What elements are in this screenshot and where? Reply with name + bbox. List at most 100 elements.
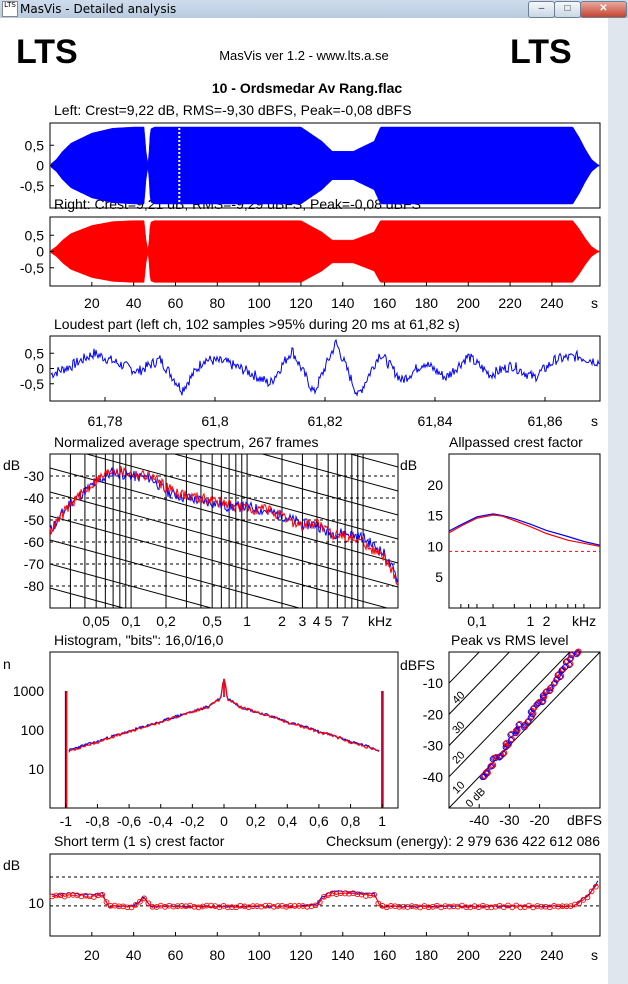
- shortterm-xtick-label: 60: [168, 947, 184, 963]
- shortterm-point: [392, 903, 398, 910]
- loudest-xtick-label: 61,86: [527, 413, 562, 429]
- spectrum-ytick-label: -70: [24, 556, 44, 572]
- spectrum-slope-line: [172, 454, 398, 516]
- shortterm-point: [450, 903, 457, 910]
- time-tick-label: 180: [415, 295, 439, 311]
- shortterm-point: [199, 903, 206, 910]
- shortterm-point: [141, 895, 147, 902]
- shortterm-point: [145, 900, 152, 907]
- shortterm-point: [191, 903, 198, 910]
- spectrum-ytick-label: -50: [24, 512, 44, 528]
- shortterm-xtick-label: 40: [126, 947, 142, 963]
- shortterm-point: [312, 902, 319, 909]
- checksum-text: Checksum (energy): 2 979 636 422 612 086: [326, 833, 600, 849]
- histogram-xtick-label: 0,2: [246, 813, 266, 829]
- shortterm-point: [224, 904, 231, 911]
- maximize-button[interactable]: □: [554, 1, 581, 18]
- peakrms-point-left: [487, 763, 494, 770]
- loudest-xtick-label: 61,8: [201, 413, 228, 429]
- right-wave-ytick-label: 0: [36, 244, 44, 260]
- loudest-xtick-label: 61,78: [87, 413, 122, 429]
- shortterm-unit: s: [591, 947, 598, 963]
- shortterm-point: [166, 902, 173, 909]
- loudest-xtick-label: 61,84: [417, 413, 452, 429]
- close-button[interactable]: ✕: [580, 1, 627, 18]
- spectrum-slope-line: [50, 515, 389, 608]
- shortterm-point: [413, 903, 419, 910]
- spectrum-slope-line: [84, 454, 398, 540]
- crest-series-0: [448, 513, 601, 546]
- peakrms-point-right: [543, 688, 550, 695]
- shortterm-point: [371, 891, 377, 898]
- loudest-ytick-label: 0: [36, 361, 44, 377]
- peakrms-point-right: [488, 762, 495, 769]
- spectrum-ytick-label: -30: [24, 468, 44, 484]
- peakrms-xtick-label: -20: [529, 812, 549, 828]
- shortterm-point: [86, 893, 93, 900]
- shortterm-point: [362, 893, 369, 899]
- peakrms-point-left: [574, 649, 581, 656]
- peakrms-point-right: [525, 717, 532, 724]
- shortterm-point: [116, 903, 122, 910]
- shortterm-point: [237, 902, 244, 909]
- spectrum-xtick-label: 0,1: [121, 613, 141, 629]
- histogram-title: Histogram, "bits": 16,0/16,0: [54, 632, 224, 648]
- peakrms-xtick-label: -40: [469, 812, 489, 828]
- peakrms-point-left: [479, 773, 486, 781]
- right-wave-ytick-label: 0,5: [25, 227, 45, 243]
- peakrms-point-left: [540, 694, 547, 701]
- shortterm-point: [124, 904, 131, 911]
- shortterm-xtick-label: 160: [373, 947, 397, 963]
- time-tick-label: 120: [289, 295, 313, 311]
- peakrms-xtick-label: -30: [499, 812, 519, 828]
- spectrum-ytick-label: -60: [24, 534, 44, 550]
- spectrum-xtick-label: 0,05: [83, 613, 110, 629]
- peakrms-point-right: [536, 698, 543, 706]
- histogram-xtick-label: 0,8: [341, 813, 361, 829]
- time-tick-label: 220: [498, 295, 522, 311]
- shortterm-point: [70, 892, 76, 898]
- shortterm-point: [329, 890, 336, 897]
- peakrms-point-left: [500, 750, 507, 758]
- crest-unit: kHz: [572, 613, 596, 629]
- spectrum-xtick-label: 7: [341, 613, 349, 629]
- shortterm-point: [275, 903, 281, 909]
- shortterm-point: [463, 904, 470, 911]
- shortterm-point: [559, 903, 566, 910]
- window-frame-right: [608, 18, 628, 984]
- peakrms-point-right: [547, 687, 554, 694]
- shortterm-point: [488, 904, 495, 911]
- spectrum-xtick-label: 3: [299, 613, 307, 629]
- shortterm-point: [408, 903, 415, 909]
- shortterm-xtick-label: 120: [289, 947, 313, 963]
- left-wave-ytick-label: 0: [36, 158, 44, 174]
- shortterm-point: [99, 891, 106, 898]
- crest-series-1: [448, 514, 601, 547]
- right-wave-ytick-label: -0,5: [20, 260, 44, 276]
- shortterm-point: [304, 903, 311, 910]
- histogram-ytick-label: 100: [21, 722, 45, 738]
- shortterm-point: [388, 903, 394, 909]
- spectrum-xtick-label: 2: [278, 613, 286, 629]
- spectrum-slope-line: [50, 563, 214, 608]
- peakrms-title: Peak vs RMS level: [451, 632, 568, 648]
- shortterm-point: [346, 890, 352, 897]
- shortterm-point: [137, 898, 143, 905]
- shortterm-xtick-label: 80: [210, 947, 226, 963]
- loudest-title: Loudest part (left ch, 102 samples >95% …: [54, 316, 460, 332]
- peakrms-point-left: [483, 769, 490, 776]
- left-wave-ytick-label: 0,5: [25, 137, 45, 153]
- shortterm-point: [132, 902, 139, 908]
- shortterm-point: [404, 904, 411, 910]
- shortterm-point: [78, 893, 85, 900]
- shortterm-point: [270, 903, 277, 910]
- peakrms-point-left: [524, 718, 531, 725]
- minimize-button[interactable]: –: [528, 1, 555, 18]
- file-title: 10 - Ordsmedar Av Rang.flac: [212, 80, 403, 96]
- loudest-ytick-label: 0,5: [25, 345, 45, 361]
- shortterm-point: [446, 903, 453, 910]
- shortterm-point: [580, 897, 587, 903]
- shortterm-point: [250, 903, 256, 909]
- shortterm-point: [425, 904, 432, 911]
- peakrms-ytick-label: -30: [423, 738, 443, 754]
